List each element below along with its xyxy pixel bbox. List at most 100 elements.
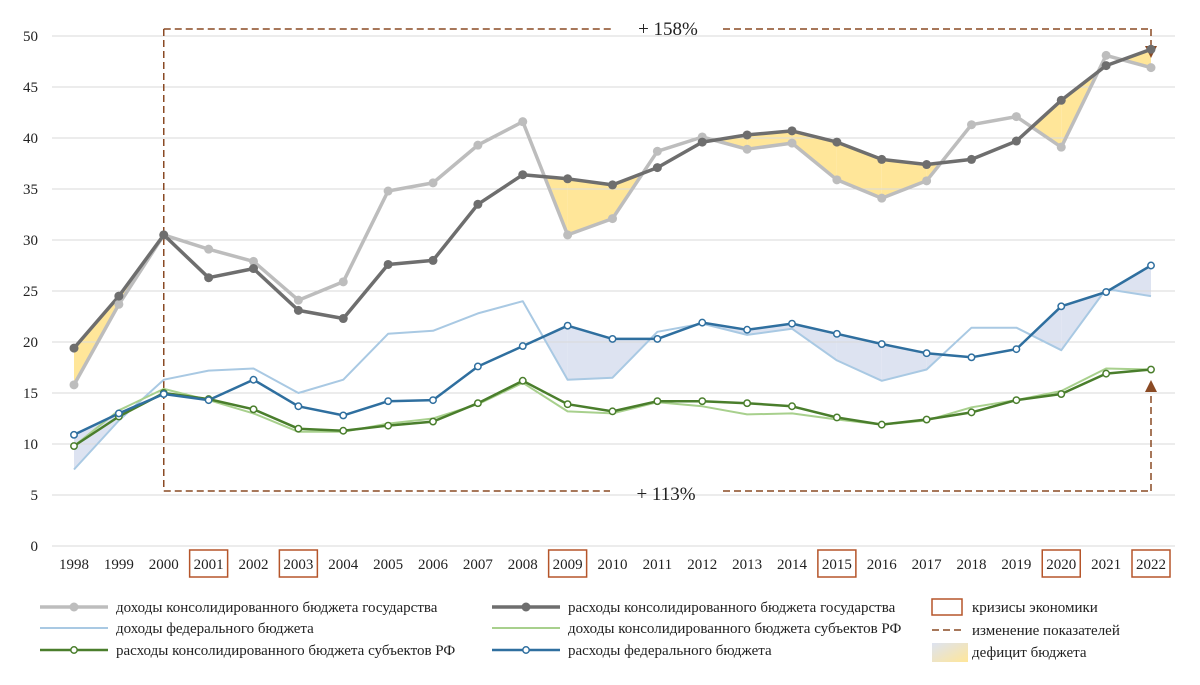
point-reg_exp-2012 [698, 397, 707, 406]
x-tick-label-2003: 2003 [283, 557, 313, 573]
point-cons_rev-2016 [877, 193, 887, 203]
point-cons_exp-2006 [428, 255, 438, 265]
point-reg_exp-2006 [429, 417, 437, 426]
point-reg_exp-2016 [877, 420, 886, 429]
point-cons_rev-2004 [338, 277, 348, 287]
change-arrowhead-bottom [1145, 380, 1157, 392]
point-fed_exp-2004 [339, 411, 348, 420]
point-reg_exp-2018 [967, 408, 976, 417]
x-tick-label-2004: 2004 [328, 557, 359, 573]
point-cons_rev-2010 [608, 214, 617, 224]
legend-item-reg-rev: доходы консолидированного бюджета субъек… [492, 621, 902, 637]
deficit-area-federal-2015 [836, 333, 882, 381]
point-reg_exp-2017 [922, 415, 931, 424]
x-tick-label-2001: 2001 [194, 557, 224, 573]
point-fed_exp-2000 [159, 390, 168, 398]
legend-label-cons-rev: доходы консолидированного бюджета госуда… [116, 600, 438, 616]
point-fed_exp-2021 [1102, 288, 1111, 296]
y-tick-label-30: 30 [23, 233, 38, 249]
x-tick-label-2018: 2018 [957, 557, 987, 573]
series-line-fed_rev [73, 288, 1152, 471]
x-tick-label-2013: 2013 [732, 557, 762, 573]
legend-item-fed-rev: доходы федерального бюджета [40, 621, 314, 637]
point-fed_exp-2012 [698, 318, 707, 327]
legend-label-reg-exp: расходы консолидированного бюджета субъе… [116, 643, 455, 659]
x-tick-label-2016: 2016 [867, 557, 898, 573]
point-cons_rev-2014 [787, 138, 797, 148]
legend-label-change: изменение показателей [972, 623, 1120, 639]
point-fed_exp-2020 [1057, 302, 1066, 311]
point-fed_exp-2010 [608, 334, 617, 343]
legend-label-deficit: дефицит бюджета [972, 645, 1087, 661]
y-tick-label-10: 10 [23, 437, 38, 453]
annotation-top-change: + 158% [638, 19, 698, 40]
x-tick-label-2007: 2007 [463, 557, 494, 573]
legend-item-fed-exp: расходы федерального бюджета [492, 643, 772, 659]
point-cons_rev-2019 [1011, 112, 1021, 122]
point-reg_exp-2009 [563, 400, 572, 409]
point-cons_exp-2004 [338, 314, 348, 324]
x-tick-label-2020: 2020 [1046, 557, 1076, 573]
y-tick-label-40: 40 [23, 131, 38, 147]
legend-label-cons-exp: расходы консолидированного бюджета госуд… [568, 600, 896, 616]
x-tick-label-2009: 2009 [553, 557, 583, 573]
point-fed_exp-2022 [1147, 261, 1155, 270]
point-cons_rev-2001 [204, 244, 214, 254]
point-reg_exp-2019 [1012, 396, 1021, 405]
point-reg_exp-2005 [384, 421, 393, 430]
point-cons_rev-2020 [1056, 142, 1066, 152]
point-fed_exp-2014 [788, 319, 796, 328]
point-cons_rev-2017 [922, 176, 932, 186]
deficit-area-federal-2019 [1031, 306, 1062, 351]
point-fed_exp-2002 [249, 375, 258, 384]
point-cons_exp-2020 [1056, 95, 1066, 105]
point-fed_exp-1999 [114, 409, 123, 418]
point-cons_exp-2014 [787, 126, 797, 136]
x-tick-label-2008: 2008 [508, 557, 538, 573]
legend-label-fed-rev: доходы федерального бюджета [116, 621, 314, 637]
point-fed_exp-2016 [877, 340, 886, 348]
point-cons_exp-2003 [293, 305, 303, 315]
point-fed_exp-2013 [743, 325, 752, 334]
point-cons_rev-2015 [832, 175, 842, 185]
legend-item-reg-exp: расходы консолидированного бюджета субъе… [40, 643, 455, 659]
y-tick-label-0: 0 [31, 539, 39, 555]
point-reg_exp-2007 [473, 399, 482, 408]
point-cons_exp-2010 [608, 180, 617, 190]
deficit-area-federal-2013 [747, 323, 792, 335]
deficit-area-federal-2021 [1110, 265, 1151, 297]
legend-label-reg-rev: доходы консолидированного бюджета субъек… [568, 621, 902, 637]
deficit-area-consolidated-2014 [792, 130, 837, 180]
point-cons_exp-2001 [204, 273, 214, 283]
point-cons_rev-2011 [652, 146, 662, 156]
legend: доходы консолидированного бюджета госуда… [40, 598, 1120, 662]
point-cons_exp-2022 [1146, 44, 1156, 54]
point-fed_exp-2017 [922, 349, 931, 358]
point-cons_exp-2016 [877, 154, 887, 164]
crisis-box-2009 [547, 549, 588, 578]
point-cons_rev-2002 [249, 256, 258, 266]
point-reg_exp-2021 [1102, 369, 1111, 378]
point-fed_exp-2008 [518, 342, 527, 351]
point-fed_exp-2005 [384, 397, 393, 406]
point-reg_exp-2002 [249, 405, 258, 414]
point-reg_exp-2004 [339, 426, 348, 435]
point-cons_rev-2005 [383, 186, 393, 196]
point-cons_exp-2002 [249, 264, 258, 274]
point-cons_exp-2017 [922, 160, 932, 170]
point-cons_rev-2018 [967, 120, 976, 130]
point-cons_exp-2011 [652, 163, 662, 173]
legend-item-crisis: кризисы экономики [931, 598, 1098, 616]
point-fed_exp-2011 [653, 334, 662, 343]
y-tick-label-50: 50 [23, 29, 38, 45]
y-axis: 0 5 10 15 20 25 30 35 40 45 50 [23, 29, 38, 555]
change-arrows: + 158% + 113% [163, 19, 1157, 505]
point-cons_rev-2007 [473, 140, 483, 150]
point-cons_rev-2022 [1146, 63, 1156, 73]
deficit-area-consolidated-2016 [881, 159, 927, 199]
deficit-area-consolidated-2021 [1122, 49, 1151, 68]
point-reg_exp-2008 [518, 376, 527, 385]
point-cons_exp-2009 [563, 174, 573, 184]
point-reg_exp-2010 [608, 407, 617, 416]
crisis-box-2001 [188, 549, 229, 578]
